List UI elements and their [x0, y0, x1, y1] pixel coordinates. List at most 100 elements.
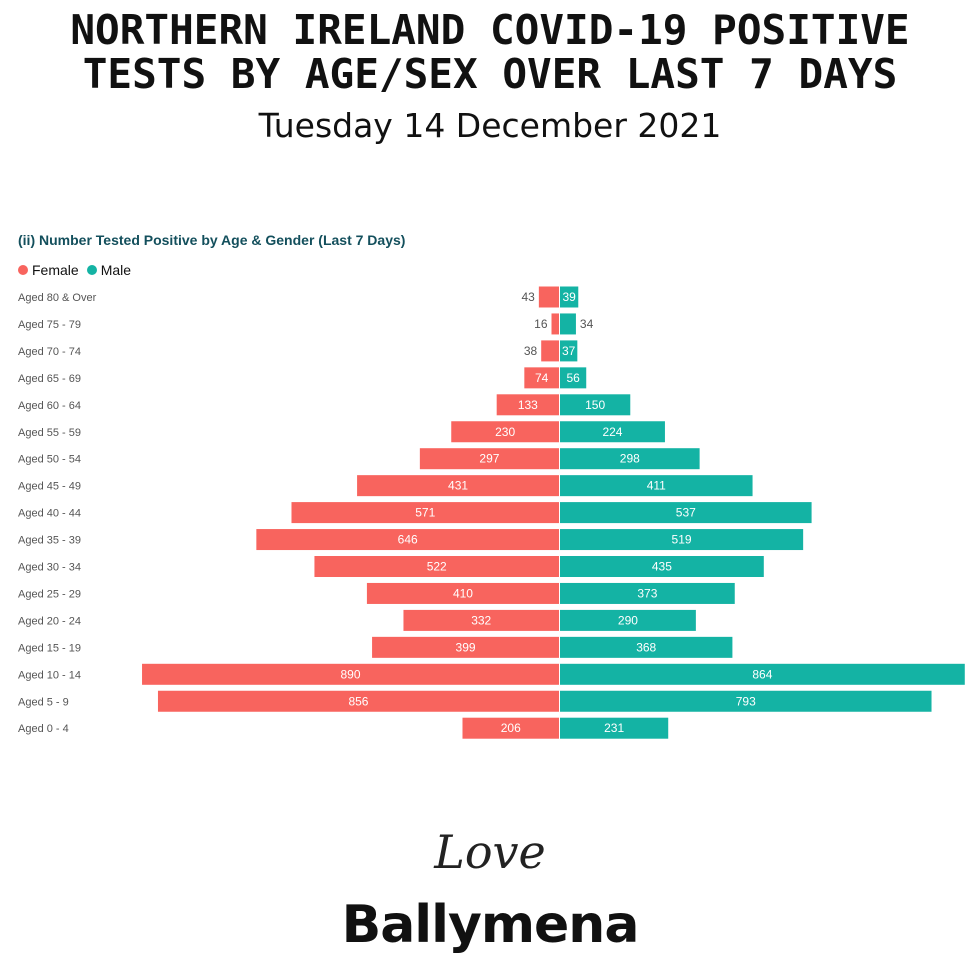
- female-data-label: 74: [535, 371, 549, 385]
- page-title-line-2: TESTS BY AGE/SEX OVER LAST 7 DAYS: [82, 50, 898, 98]
- category-label: Aged 80 & Over: [18, 292, 97, 304]
- report-date: Tuesday 14 December 2021: [258, 106, 722, 145]
- male-bar[interactable]: [560, 609, 696, 631]
- logo-script-text: Love: [434, 825, 546, 879]
- logo-main-text: Ballymena: [341, 895, 640, 955]
- category-label: Aged 10 - 14: [18, 669, 81, 681]
- male-data-label: 231: [604, 721, 624, 735]
- category-label: Aged 45 - 49: [18, 481, 81, 493]
- male-bar[interactable]: [560, 663, 965, 685]
- male-data-label: 864: [752, 667, 772, 681]
- female-data-label: 332: [471, 613, 491, 627]
- population-pyramid-chart: Aged 80 & Over 43 39 Aged 75 - 79 16 34 Aged 7…: [18, 286, 965, 739]
- male-bar[interactable]: [560, 529, 804, 551]
- female-dot-icon: [18, 265, 28, 275]
- female-bar[interactable]: [419, 448, 559, 470]
- female-bar[interactable]: [142, 663, 559, 685]
- male-data-label: 34: [580, 317, 594, 331]
- male-bar[interactable]: [560, 475, 753, 497]
- male-bar[interactable]: [560, 313, 576, 335]
- category-label: Aged 40 - 44: [18, 508, 81, 520]
- female-data-label: 571: [415, 506, 435, 520]
- male-bar[interactable]: [560, 448, 700, 470]
- category-label: Aged 30 - 34: [18, 562, 81, 574]
- category-label: Aged 20 - 24: [18, 615, 81, 627]
- male-dot-icon: [86, 265, 97, 275]
- category-label: Aged 15 - 19: [18, 642, 81, 654]
- category-label: Aged 50 - 54: [18, 454, 81, 466]
- legend-label-female: Female: [32, 262, 79, 278]
- legend-item-male[interactable]: Male: [86, 262, 132, 278]
- female-data-label: 206: [501, 721, 521, 735]
- female-bar[interactable]: [403, 609, 559, 631]
- male-bar[interactable]: [560, 340, 578, 362]
- male-data-label: 411: [647, 479, 666, 493]
- category-label: Aged 5 - 9: [18, 696, 69, 708]
- female-bar[interactable]: [357, 475, 559, 497]
- male-bar[interactable]: [560, 636, 733, 658]
- category-label: Aged 25 - 29: [18, 588, 81, 600]
- female-bar[interactable]: [314, 556, 559, 577]
- male-data-label: 537: [676, 506, 696, 520]
- legend-label-male: Male: [100, 262, 132, 278]
- category-label: Aged 35 - 39: [18, 535, 81, 547]
- female-bar[interactable]: [551, 313, 559, 335]
- female-data-label: 410: [453, 586, 473, 600]
- female-data-label: 890: [341, 667, 361, 681]
- male-data-label: 39: [562, 290, 576, 304]
- male-data-label: 435: [652, 560, 672, 574]
- female-data-label: 399: [456, 640, 476, 654]
- category-label: Aged 55 - 59: [18, 427, 81, 439]
- male-bar[interactable]: [560, 582, 735, 604]
- female-bar[interactable]: [524, 367, 559, 389]
- female-data-label: 297: [479, 452, 499, 466]
- legend-item-female[interactable]: Female: [18, 262, 79, 278]
- male-bar[interactable]: [560, 556, 764, 577]
- female-data-label: 133: [518, 398, 538, 412]
- female-data-label: 856: [348, 694, 368, 708]
- male-data-label: 290: [618, 613, 638, 627]
- male-data-label: 793: [736, 694, 756, 708]
- category-label: Aged 0 - 4: [18, 723, 69, 735]
- chart-legend: Female Male: [18, 262, 131, 278]
- female-bar[interactable]: [541, 340, 559, 362]
- female-data-label: 646: [398, 533, 418, 547]
- female-bar[interactable]: [372, 636, 559, 658]
- male-bar[interactable]: [560, 394, 631, 416]
- female-bar[interactable]: [462, 717, 559, 739]
- title-block: NORTHERN IRELAND COVID-19 POSITIVE TESTS…: [0, 8, 980, 146]
- female-bar[interactable]: [538, 286, 559, 308]
- male-data-label: 56: [566, 371, 580, 385]
- female-data-label: 16: [534, 317, 548, 331]
- male-data-label: 150: [585, 398, 605, 412]
- male-data-label: 224: [602, 425, 622, 439]
- female-bar[interactable]: [451, 421, 559, 443]
- male-bar[interactable]: [560, 367, 587, 389]
- male-data-label: 373: [637, 586, 657, 600]
- female-bar[interactable]: [157, 690, 560, 712]
- female-bar[interactable]: [256, 529, 559, 551]
- male-bar[interactable]: [560, 286, 579, 308]
- category-label: Aged 75 - 79: [18, 319, 81, 331]
- category-label: Aged 60 - 64: [18, 400, 81, 412]
- male-bar[interactable]: [560, 421, 665, 443]
- female-data-label: 431: [448, 479, 468, 493]
- female-data-label: 43: [521, 290, 535, 304]
- female-bar[interactable]: [291, 502, 559, 524]
- male-bar[interactable]: [560, 690, 932, 712]
- male-data-label: 37: [562, 344, 576, 358]
- category-label: Aged 70 - 74: [18, 346, 81, 358]
- female-data-label: 522: [427, 560, 447, 574]
- female-data-label: 230: [495, 425, 515, 439]
- male-data-label: 368: [636, 640, 656, 654]
- category-label: Aged 65 - 69: [18, 373, 81, 385]
- male-bar[interactable]: [560, 502, 812, 524]
- female-data-label: 38: [524, 344, 538, 358]
- male-data-label: 519: [672, 533, 692, 547]
- female-bar[interactable]: [496, 394, 559, 416]
- page-title-line-1: NORTHERN IRELAND COVID-19 POSITIVE: [70, 6, 910, 54]
- chart-title: (ii) Number Tested Positive by Age & Gen…: [18, 232, 406, 248]
- male-data-label: 298: [620, 452, 640, 466]
- female-bar[interactable]: [366, 582, 559, 604]
- male-bar[interactable]: [560, 717, 669, 739]
